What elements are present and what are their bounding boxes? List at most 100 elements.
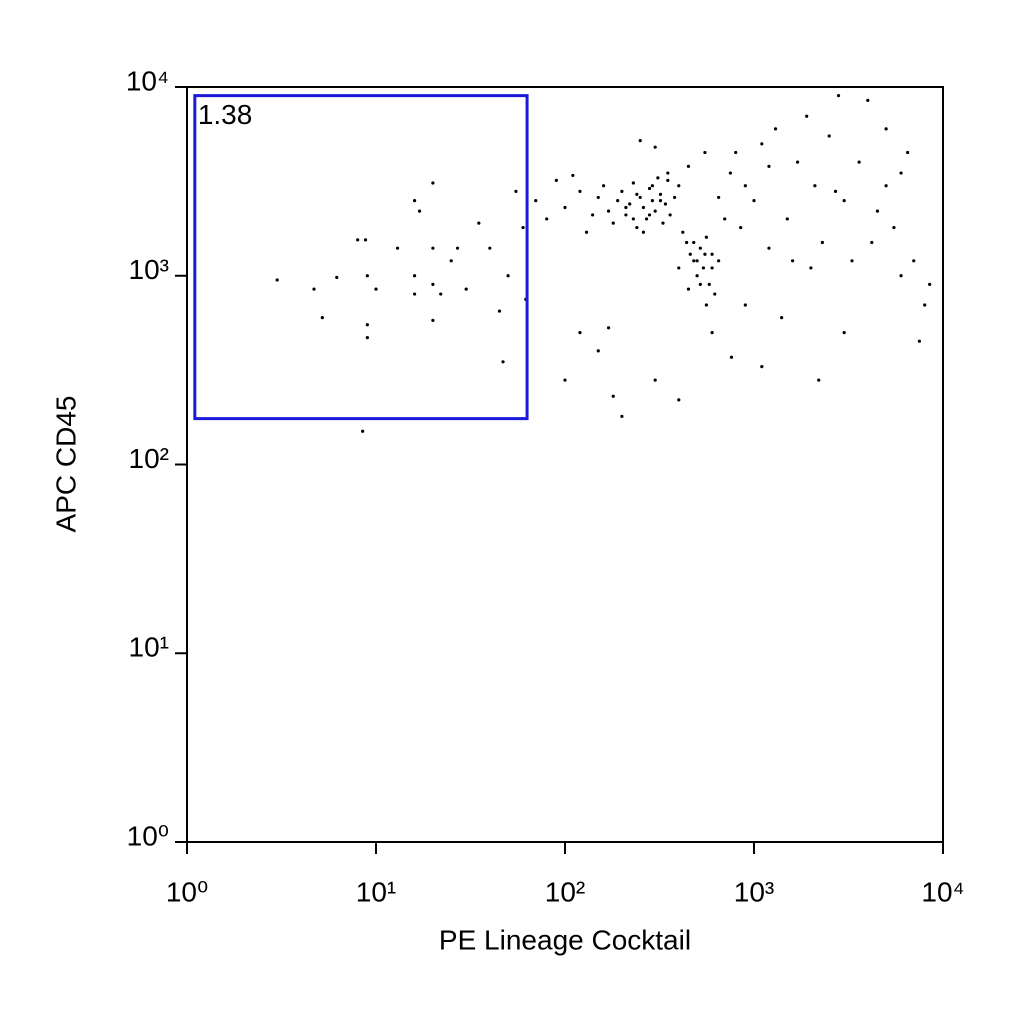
point xyxy=(644,217,649,221)
x-tick-label: 10² xyxy=(545,876,585,907)
point xyxy=(703,252,707,256)
point xyxy=(365,336,369,340)
point xyxy=(686,287,691,291)
point xyxy=(842,199,846,203)
point xyxy=(584,230,589,234)
point xyxy=(365,323,369,327)
point xyxy=(653,378,657,382)
point xyxy=(591,213,595,217)
point xyxy=(611,221,615,225)
point xyxy=(805,114,809,118)
point xyxy=(506,274,510,278)
point xyxy=(412,199,417,203)
point xyxy=(685,240,689,245)
gate xyxy=(193,94,529,421)
x-tick-label: 10⁰ xyxy=(166,876,208,907)
gate-label: 1.38 xyxy=(198,99,253,130)
point xyxy=(312,287,316,291)
point xyxy=(717,259,721,263)
point xyxy=(653,145,657,149)
point xyxy=(884,127,888,131)
point xyxy=(695,274,699,278)
point xyxy=(773,127,778,131)
point xyxy=(616,199,620,203)
gate-label-bg xyxy=(196,97,271,130)
point xyxy=(884,184,888,188)
point xyxy=(320,316,324,320)
point xyxy=(431,318,435,323)
point xyxy=(374,287,378,291)
point xyxy=(899,171,903,175)
point xyxy=(431,246,435,250)
point xyxy=(624,213,628,217)
point xyxy=(760,142,764,146)
point xyxy=(666,171,670,175)
point xyxy=(477,221,481,225)
point xyxy=(698,246,702,250)
point xyxy=(767,246,771,250)
point xyxy=(606,326,611,330)
point xyxy=(870,240,874,245)
y-tick-label: 10¹ xyxy=(129,632,169,663)
point xyxy=(677,184,681,188)
point xyxy=(628,202,632,206)
point xyxy=(729,355,734,359)
point xyxy=(809,266,813,270)
x-tick-label: 10⁴ xyxy=(921,876,964,907)
point xyxy=(650,184,654,188)
point xyxy=(875,209,880,213)
point xyxy=(842,330,846,335)
point xyxy=(656,176,660,180)
point xyxy=(813,184,817,188)
point xyxy=(923,303,927,307)
point xyxy=(785,217,789,221)
point xyxy=(638,139,642,143)
point xyxy=(596,195,600,200)
x-tick-label: 10³ xyxy=(734,876,774,907)
point xyxy=(817,378,821,382)
point xyxy=(431,282,435,286)
point xyxy=(704,235,709,239)
point xyxy=(688,252,692,256)
point xyxy=(703,150,707,155)
point xyxy=(912,259,916,263)
point xyxy=(578,330,582,335)
point xyxy=(455,246,460,250)
point xyxy=(545,217,549,221)
point xyxy=(395,246,400,250)
point xyxy=(906,150,910,155)
point xyxy=(739,225,743,230)
x-axis-label: PE Lineage Cocktail xyxy=(439,924,691,955)
point xyxy=(335,275,339,280)
point xyxy=(638,195,642,200)
point xyxy=(734,150,738,155)
y-axis-label: APC CD45 xyxy=(50,396,81,533)
point xyxy=(650,199,654,203)
point xyxy=(692,240,696,245)
point xyxy=(439,292,443,296)
point xyxy=(790,259,795,263)
point xyxy=(363,238,368,242)
point xyxy=(707,282,711,286)
point xyxy=(795,160,800,164)
point xyxy=(647,186,652,191)
point xyxy=(672,195,677,200)
point xyxy=(710,266,714,270)
point xyxy=(827,134,831,138)
point xyxy=(624,205,628,210)
point xyxy=(820,240,824,245)
point xyxy=(892,225,896,230)
point xyxy=(641,205,646,210)
point xyxy=(653,209,657,213)
point xyxy=(275,278,279,282)
point xyxy=(606,209,611,213)
point xyxy=(596,349,600,353)
point xyxy=(611,394,615,398)
point xyxy=(631,181,635,185)
point xyxy=(658,199,663,203)
point xyxy=(710,330,714,335)
y-tick-label: 10⁴ xyxy=(126,65,169,96)
point xyxy=(723,217,727,221)
